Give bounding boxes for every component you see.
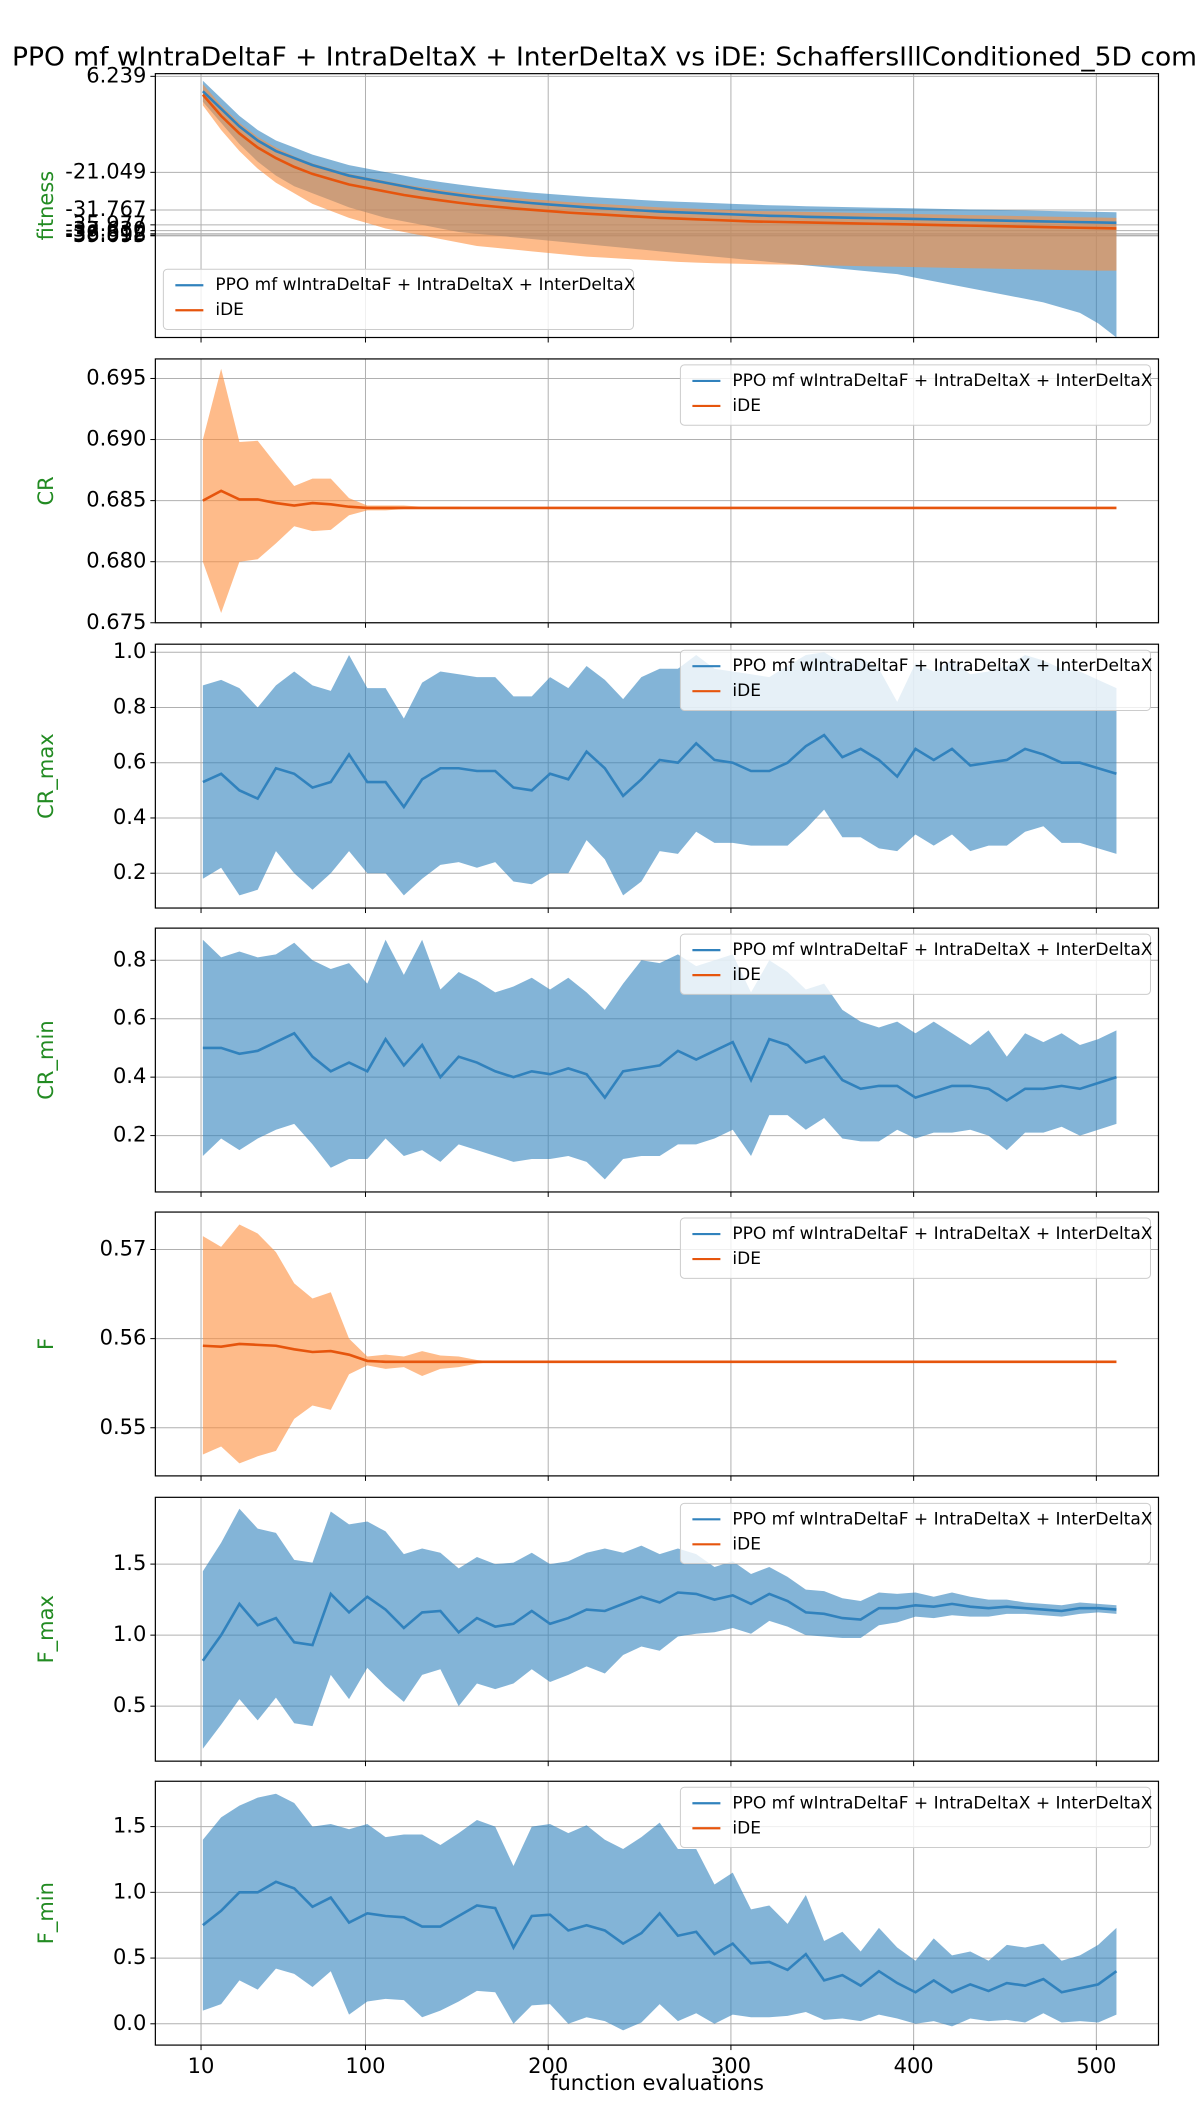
y-axis-label: F_max (34, 1595, 59, 1663)
x-tick-label: 100 (345, 2054, 385, 2078)
legend-box (679, 1502, 1151, 1565)
y-tick-label: 0.57 (100, 1236, 147, 1260)
plot-area (201, 80, 1117, 338)
legend-label: iDE (732, 396, 761, 416)
series-line (201, 90, 1117, 225)
y-axis-label: CR (34, 476, 58, 505)
y-tick-label: 0.690 (86, 427, 146, 451)
legend-label: PPO mf wIntraDeltaF + IntraDeltaX + Inte… (215, 275, 635, 295)
plot-area (202, 368, 1117, 613)
y-tick-label: 0.685 (86, 488, 146, 512)
y-tick-label: 0.680 (86, 549, 146, 573)
y-axis-label: F_min (34, 1882, 59, 1944)
y-tick-label: 0.5 (113, 1693, 146, 1717)
y-axis-label: F (34, 1338, 58, 1350)
y-axis-label: fitness (34, 171, 58, 241)
y-tick-label: 1.0 (113, 639, 146, 663)
axes-frame (154, 927, 1160, 1193)
series-line (201, 1591, 1117, 1662)
y-tick-label: 0.2 (113, 860, 146, 884)
legend-box (679, 364, 1151, 426)
legend-label: PPO mf wIntraDeltaF + IntraDeltaX + Inte… (732, 656, 1152, 676)
x-tick-label: 400 (894, 2054, 934, 2078)
y-axis-label: CR_max (34, 733, 59, 819)
legend-label: iDE (732, 1818, 761, 1838)
y-tick-label: -37.630 (65, 218, 146, 242)
y-tick-label: -38.898 (65, 222, 146, 246)
x-tick-label: 200 (528, 2054, 568, 2078)
y-tick-label: 1.0 (113, 1622, 146, 1646)
legend-label: iDE (732, 1534, 761, 1554)
y-tick-label: 0.675 (86, 610, 146, 634)
x-axis-label: function evaluations (550, 2071, 764, 2095)
y-tick-label: 1.5 (113, 1551, 146, 1575)
y-axis-label: CR_min (34, 1020, 59, 1099)
y-tick-label: 0.8 (113, 694, 146, 718)
legend-box (679, 1786, 1151, 1849)
y-tick-label: 1.5 (113, 1814, 146, 1838)
y-tick-label: -38.512 (65, 221, 146, 245)
chart-title: PPO mf wIntraDeltaF + IntraDeltaX + Inte… (12, 43, 1197, 73)
axes-frame (154, 1780, 1160, 2046)
plot-area (202, 939, 1117, 1180)
axes-frame (154, 1496, 1160, 1762)
y-tick-label: 0.6 (113, 1006, 146, 1030)
series-line (202, 1031, 1117, 1103)
legend-label: iDE (215, 300, 244, 320)
y-tick-label: 1.0 (113, 1879, 146, 1903)
y-tick-label: 0.56 (100, 1326, 147, 1350)
y-tick-label: 0.2 (113, 1123, 146, 1147)
band (202, 1508, 1117, 1749)
x-tick-label: 300 (711, 2054, 751, 2078)
y-tick-label: -39.095 (65, 223, 146, 247)
band (202, 939, 1117, 1180)
legend-box (679, 649, 1151, 711)
axes-frame (154, 73, 1160, 339)
y-tick-label: 0.695 (86, 365, 146, 389)
legend-label: iDE (732, 965, 761, 985)
legend-label: PPO mf wIntraDeltaF + IntraDeltaX + Inte… (732, 1793, 1152, 1813)
legend-label: iDE (732, 1249, 761, 1269)
y-tick-label: -21.049 (65, 159, 146, 183)
plot-area (202, 1224, 1117, 1464)
legend-label: PPO mf wIntraDeltaF + IntraDeltaX + Inte… (732, 1224, 1152, 1244)
y-tick-label: 0.8 (113, 947, 146, 971)
y-tick-label: 0.4 (113, 1064, 146, 1088)
axes-frame (154, 643, 1160, 909)
series-line (202, 733, 1117, 810)
legend-label: PPO mf wIntraDeltaF + IntraDeltaX + Inte… (732, 1509, 1152, 1529)
axes-frame (154, 1211, 1160, 1477)
legend-box (162, 268, 634, 331)
y-tick-label: 0.0 (113, 2011, 146, 2035)
axes-frame (154, 358, 1160, 624)
legend-box (679, 1217, 1151, 1279)
series-line (201, 93, 1117, 230)
x-tick-label: 500 (1076, 2054, 1116, 2078)
y-tick-label: 0.6 (113, 750, 146, 774)
legend-label: iDE (732, 681, 761, 701)
band (202, 652, 1117, 896)
y-tick-label: 0.5 (113, 1945, 146, 1969)
y-tick-label: 6.239 (86, 63, 146, 87)
legend-label: PPO mf wIntraDeltaF + IntraDeltaX + Inte… (732, 371, 1152, 391)
plot-area (201, 1508, 1117, 1749)
legend-box (679, 933, 1151, 995)
x-tick-label: 10 (188, 2054, 215, 2078)
y-tick-label: -31.767 (65, 197, 146, 221)
series-line (202, 489, 1117, 510)
y-tick-label: 0.55 (100, 1415, 147, 1439)
legend-label: PPO mf wIntraDeltaF + IntraDeltaX + Inte… (732, 940, 1152, 960)
y-tick-label: 0.4 (113, 805, 146, 829)
series-line (202, 1880, 1118, 1994)
y-tick-label: -35.977 (65, 212, 146, 236)
plot-area (202, 1793, 1118, 2031)
plot-area (202, 652, 1117, 896)
series-line (202, 1342, 1117, 1364)
